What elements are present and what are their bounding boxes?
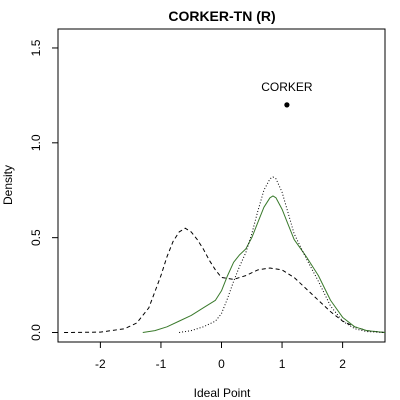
y-tick-label: 1.0 [29,134,43,151]
x-axis: -2 -1 0 1 2 [95,342,346,371]
density-curve-dashed [64,227,386,334]
y-tick-label: 1.5 [29,39,43,56]
point-label: CORKER [261,80,313,94]
x-tick-label: 0 [218,357,225,371]
y-axis-label: Density [1,165,15,205]
plot-frame [57,28,386,343]
y-tick-label: 0.5 [29,229,43,246]
x-axis-label: Ideal Point [194,386,251,400]
density-curve-dotted [179,176,386,334]
annotated-points: CORKER [261,80,313,108]
ideal-point-marker [284,102,290,108]
y-axis: 0.0 0.5 1.0 1.5 [29,39,58,341]
x-tick-label: 1 [279,357,286,371]
x-tick-label: -1 [156,357,167,371]
density-curves [64,176,386,334]
chart-title: CORKER-TN (R) [168,8,275,24]
x-tick-label: 2 [339,357,346,371]
y-tick-label: 0.0 [29,324,43,341]
density-curve-solid [142,195,386,334]
x-tick-label: -2 [95,357,106,371]
